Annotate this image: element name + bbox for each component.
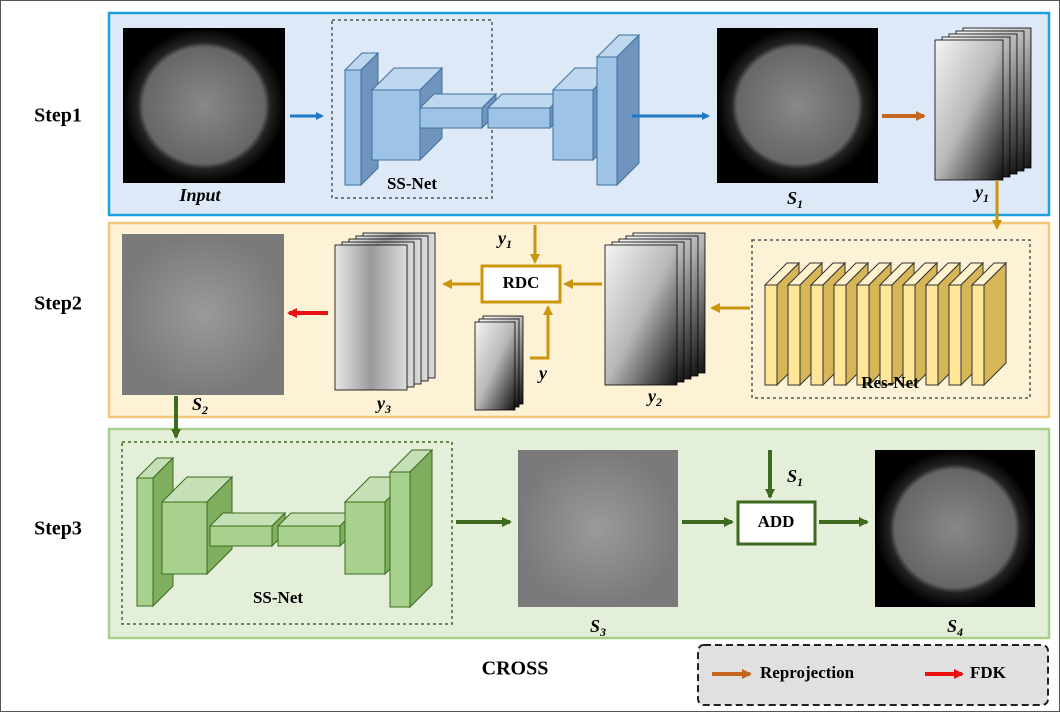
- s2-image: [122, 234, 284, 395]
- block-front: [552, 89, 594, 161]
- block-front: [161, 501, 208, 575]
- block-front: [136, 477, 154, 607]
- resnet-box: [751, 239, 1031, 399]
- s1-label: S1: [787, 466, 803, 489]
- s3-label: S3: [590, 616, 606, 639]
- add-label: ADD: [758, 512, 795, 531]
- block-front: [419, 107, 483, 129]
- s4-image: [875, 450, 1035, 607]
- y1-label: y1: [973, 182, 989, 205]
- s1-image: [717, 28, 878, 183]
- y-label: y: [537, 363, 548, 383]
- s1-label: S1: [787, 188, 803, 211]
- block-front: [371, 89, 421, 161]
- ssnet-label: SS-Net: [253, 588, 303, 607]
- y3-label: y3: [375, 393, 391, 416]
- y1-label: y1: [496, 228, 512, 251]
- legend-label: Reprojection: [760, 663, 855, 682]
- block-front: [277, 525, 341, 547]
- legend: [697, 644, 1049, 706]
- block-front: [948, 284, 962, 386]
- rdc-label: RDC: [503, 273, 540, 292]
- input-label: Input: [178, 185, 221, 205]
- block-front: [902, 284, 916, 386]
- y2-label: y2: [646, 386, 662, 409]
- s2-label: S2: [192, 394, 208, 417]
- block-front: [787, 284, 801, 386]
- s4-label: S4: [947, 616, 963, 639]
- image-layer: [474, 321, 516, 411]
- block-front: [596, 56, 618, 186]
- title: CROSS: [482, 658, 549, 680]
- image-layer: [934, 39, 1004, 181]
- ssnet-label: SS-Net: [387, 174, 437, 193]
- legend-label: FDK: [970, 663, 1007, 682]
- block-side: [409, 448, 433, 609]
- block-front: [971, 284, 985, 386]
- resnet-blocks: [763, 261, 1008, 387]
- block-side: [983, 261, 1007, 387]
- block-front: [344, 69, 362, 186]
- resnet-label: Res-Net: [861, 373, 919, 392]
- image-layer: [334, 244, 408, 391]
- block-front: [209, 525, 273, 547]
- block-front: [856, 284, 870, 386]
- rdc-box: [480, 264, 562, 304]
- block-front: [833, 284, 847, 386]
- ssnet-box: [121, 441, 453, 625]
- ssnet-blocks: [343, 33, 641, 187]
- block-front: [925, 284, 939, 386]
- block-front: [810, 284, 824, 386]
- block-front: [487, 107, 551, 129]
- step-label: Step3: [34, 518, 82, 540]
- y-stack: [474, 315, 524, 411]
- input-image: [123, 28, 285, 183]
- s3-image: [518, 450, 678, 607]
- step-label: Step1: [34, 105, 82, 127]
- step-label: Step2: [34, 293, 82, 315]
- ssnet-blocks: [135, 448, 434, 609]
- arrow: [530, 305, 553, 360]
- block-front: [389, 471, 411, 608]
- image-layer: [604, 244, 678, 386]
- y2-stack: [604, 232, 706, 386]
- y1-stack: [934, 27, 1032, 181]
- add-box: [736, 500, 817, 546]
- block-side: [616, 33, 640, 187]
- y3-stack: [334, 232, 436, 391]
- block-front: [344, 501, 386, 575]
- block-front: [764, 284, 778, 386]
- block-front: [879, 284, 893, 386]
